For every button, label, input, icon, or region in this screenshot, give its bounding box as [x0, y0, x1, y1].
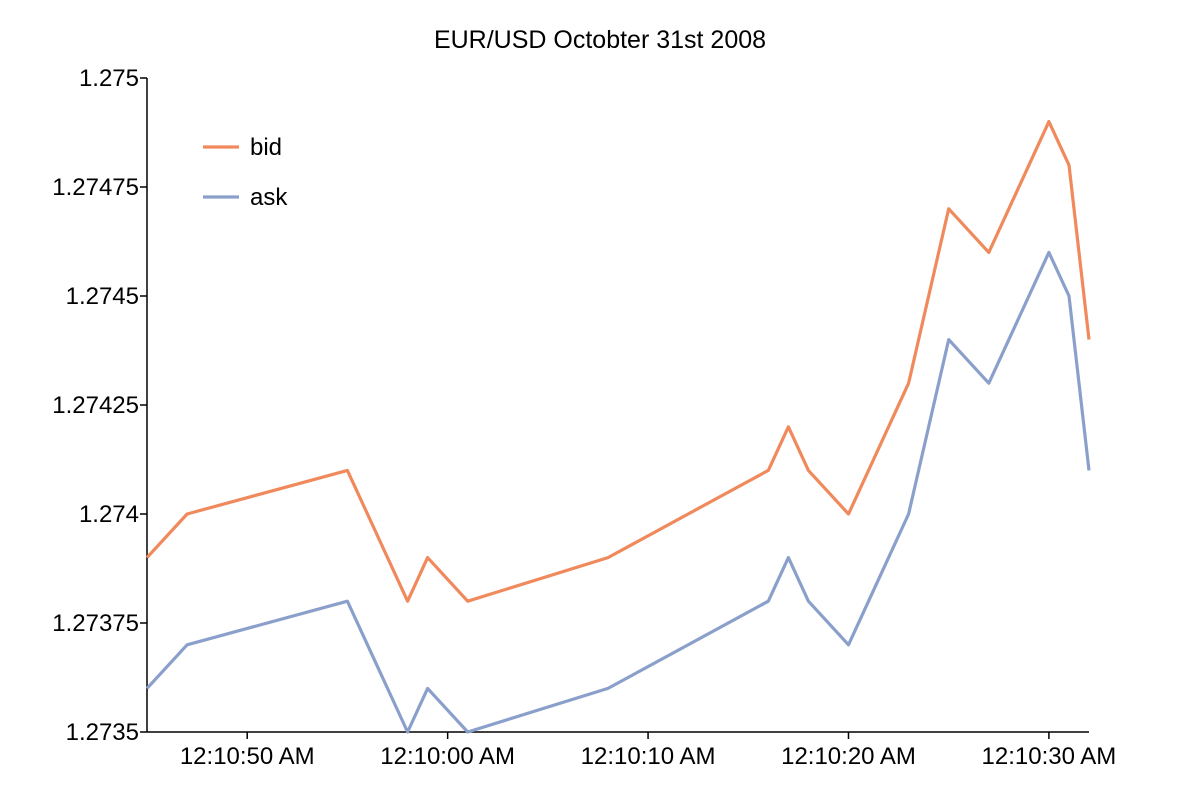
series-line-bid	[145, 119, 1091, 603]
chart-title: EUR/USD Octobter 31st 2008	[434, 26, 766, 54]
x-tick-label: 12:10:50 AM	[180, 743, 315, 770]
x-tick-label: 12:10:10 AM	[581, 743, 716, 770]
x-tick-label: 12:10:20 AM	[781, 743, 916, 770]
y-tick-label: 1.27375	[52, 610, 139, 637]
y-tick-label: 1.275	[79, 65, 139, 92]
y-tick-label: 1.27475	[52, 174, 139, 201]
legend-label-bid: bid	[250, 134, 282, 161]
y-tick-label: 1.2745	[66, 283, 139, 310]
y-tick-label: 1.274	[79, 501, 139, 528]
y-tick-label: 1.27425	[52, 392, 139, 419]
legend-label-ask: ask	[250, 184, 288, 211]
x-tick-label: 12:10:30 AM	[982, 743, 1117, 770]
series-group	[145, 119, 1091, 734]
x-tick-label: 12:10:00 AM	[380, 743, 515, 770]
legend: bid ask	[203, 134, 288, 211]
y-tick-label: 1.2735	[66, 719, 139, 746]
axes: 1.275 1.27475 1.2745 1.27425 1.274 1.27375 1.2…	[52, 65, 1116, 770]
series-line-ask	[145, 250, 1091, 734]
